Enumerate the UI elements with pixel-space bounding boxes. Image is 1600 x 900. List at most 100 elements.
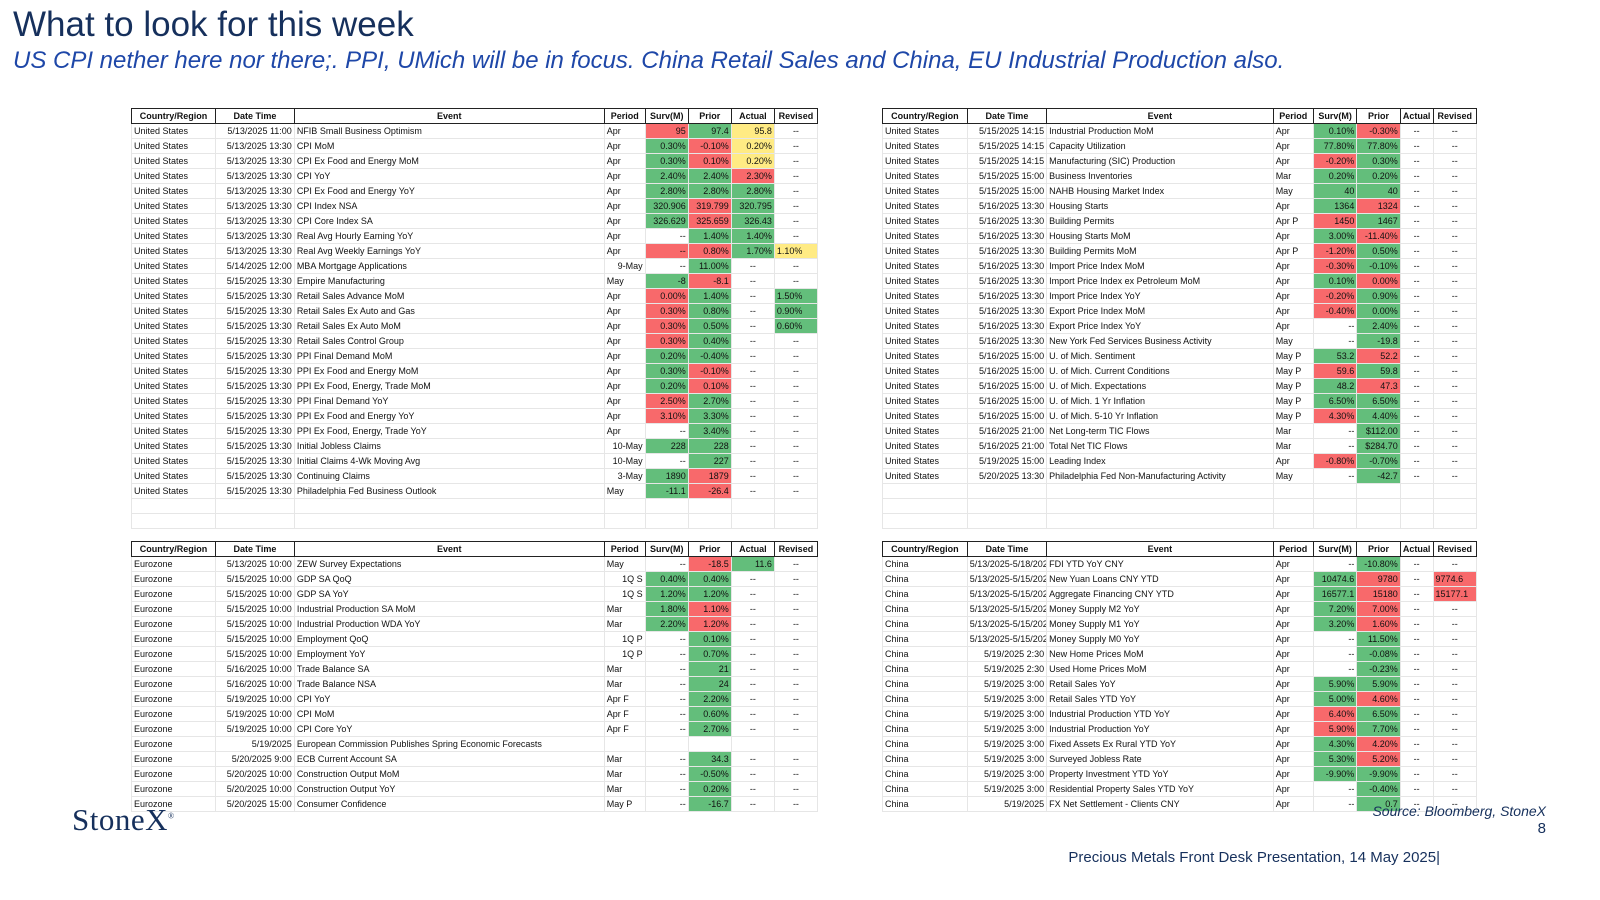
prior-cell: 3.30% bbox=[687, 408, 732, 424]
period-cell bbox=[603, 513, 646, 529]
table-row: United States 5/15/2025 13:30 PPI Final De… bbox=[130, 393, 819, 409]
table-row: China 5/19/2025 3:00 Retail Sales YTD YoY A… bbox=[882, 691, 1478, 707]
datetime-cell: 5/20/2025 9:00 bbox=[215, 751, 295, 767]
survey-cell: -- bbox=[644, 423, 689, 439]
table-row: Eurozone 5/15/2025 10:00 Industrial Produc… bbox=[130, 601, 819, 617]
prior-cell: 5.90% bbox=[1356, 676, 1401, 692]
survey-cell: -- bbox=[644, 258, 689, 274]
revised-cell: -- bbox=[1432, 631, 1478, 647]
period-cell: Apr bbox=[603, 213, 646, 229]
country-cell bbox=[130, 513, 217, 529]
datetime-cell: 5/16/2025 15:00 bbox=[966, 393, 1048, 409]
prior-cell: 2.20% bbox=[687, 691, 732, 707]
country-cell: China bbox=[882, 691, 968, 707]
revised-cell: -- bbox=[1432, 706, 1478, 722]
column-header: Date Time bbox=[215, 108, 295, 124]
event-cell: Import Price Index YoY bbox=[1046, 288, 1274, 304]
prior-cell: 0.00% bbox=[1356, 303, 1401, 319]
china-calendar-table: Country/Region Date Time Event Period Surv(M… bbox=[882, 541, 1478, 812]
event-cell bbox=[293, 498, 605, 514]
datetime-cell: 5/15/2025 13:30 bbox=[215, 363, 295, 379]
country-cell: Eurozone bbox=[130, 706, 217, 722]
actual-cell: -- bbox=[730, 751, 775, 767]
survey-cell: 0.30% bbox=[644, 318, 689, 334]
table-row: China 5/13/2025-5/15/2025 Money Supply M0 … bbox=[882, 631, 1478, 647]
period-cell: Apr bbox=[1272, 586, 1314, 602]
country-cell: China bbox=[882, 661, 968, 677]
revised-cell: -- bbox=[1432, 378, 1478, 394]
survey-cell: 3.00% bbox=[1312, 228, 1358, 244]
table-row: United States 5/13/2025 13:30 Real Avg Hou… bbox=[130, 228, 819, 244]
survey-cell: 1890 bbox=[644, 468, 689, 484]
country-cell: Eurozone bbox=[130, 751, 217, 767]
event-cell: CPI Ex Food and Energy MoM bbox=[293, 153, 605, 169]
event-cell: Building Permits MoM bbox=[1046, 243, 1274, 259]
table-row: Eurozone 5/15/2025 10:00 Industrial Produc… bbox=[130, 616, 819, 632]
period-cell: Apr bbox=[1272, 601, 1314, 617]
country-cell: United States bbox=[882, 153, 968, 169]
actual-cell: -- bbox=[730, 586, 775, 602]
column-header: Country/Region bbox=[130, 108, 217, 124]
actual-cell: -- bbox=[1399, 243, 1434, 259]
prior-cell: -11.40% bbox=[1356, 228, 1401, 244]
revised-cell: -- bbox=[1432, 781, 1478, 797]
table-row: China 5/19/2025 3:00 Retail Sales YoY Apr 5.… bbox=[882, 676, 1478, 692]
prior-cell: -0.50% bbox=[687, 766, 732, 782]
survey-cell: -- bbox=[644, 691, 689, 707]
prior-cell: 227 bbox=[687, 453, 732, 469]
period-cell: Mar bbox=[603, 781, 646, 797]
datetime-cell: 5/15/2025 13:30 bbox=[215, 273, 295, 289]
datetime-cell: 5/13/2025 13:30 bbox=[215, 153, 295, 169]
period-cell: Apr bbox=[1272, 453, 1314, 469]
table-row: United States 5/15/2025 13:30 Retail Sales… bbox=[130, 303, 819, 319]
country-cell: China bbox=[882, 601, 968, 617]
prior-cell: 6.50% bbox=[1356, 393, 1401, 409]
column-header: Country/Region bbox=[882, 541, 968, 557]
event-cell: CPI Ex Food and Energy YoY bbox=[293, 183, 605, 199]
period-cell: Mar bbox=[603, 601, 646, 617]
datetime-cell: 5/13/2025-5/18/2025 bbox=[966, 556, 1048, 572]
actual-cell: -- bbox=[1399, 213, 1434, 229]
table-row: United States 5/13/2025 13:30 CPI Ex Food … bbox=[130, 153, 819, 169]
actual-cell: -- bbox=[730, 601, 775, 617]
period-cell: Apr bbox=[603, 123, 646, 139]
datetime-cell: 5/16/2025 15:00 bbox=[966, 363, 1048, 379]
prior-cell: 11.00% bbox=[687, 258, 732, 274]
period-cell: Mar bbox=[1272, 438, 1314, 454]
survey-cell: -- bbox=[1312, 556, 1358, 572]
actual-cell: -- bbox=[1399, 646, 1434, 662]
survey-cell: 0.00% bbox=[644, 288, 689, 304]
datetime-cell: 5/16/2025 13:30 bbox=[966, 258, 1048, 274]
period-cell: Apr bbox=[1272, 556, 1314, 572]
country-cell: United States bbox=[882, 273, 968, 289]
survey-cell: -8 bbox=[644, 273, 689, 289]
datetime-cell: 5/15/2025 14:15 bbox=[966, 153, 1048, 169]
event-cell: U. of Mich. 1 Yr Inflation bbox=[1046, 393, 1274, 409]
revised-cell: -- bbox=[1432, 348, 1478, 364]
revised-cell: 15177.1 bbox=[1432, 586, 1478, 602]
actual-cell: 326.43 bbox=[730, 213, 775, 229]
prior-cell: 0.10% bbox=[687, 378, 732, 394]
datetime-cell: 5/15/2025 13:30 bbox=[215, 408, 295, 424]
survey-cell: -- bbox=[644, 453, 689, 469]
prior-cell: 34.3 bbox=[687, 751, 732, 767]
table-row: Eurozone 5/20/2025 15:00 Consumer Confiden… bbox=[130, 796, 819, 812]
revised-cell: -- bbox=[1432, 258, 1478, 274]
table-row: China 5/13/2025-5/15/2025 Money Supply M2 … bbox=[882, 601, 1478, 617]
period-cell: Apr bbox=[603, 183, 646, 199]
country-cell: United States bbox=[130, 153, 217, 169]
revised-cell: -- bbox=[773, 453, 819, 469]
table-row: Eurozone 5/16/2025 10:00 Trade Balance NSA… bbox=[130, 676, 819, 692]
datetime-cell: 5/19/2025 15:00 bbox=[966, 453, 1048, 469]
period-cell: May P bbox=[1272, 363, 1314, 379]
period-cell: May P bbox=[603, 796, 646, 812]
prior-cell: -18.5 bbox=[687, 556, 732, 572]
datetime-cell: 5/13/2025 13:30 bbox=[215, 183, 295, 199]
prior-cell: 2.70% bbox=[687, 721, 732, 737]
prior-cell: -8.1 bbox=[687, 273, 732, 289]
actual-cell: -- bbox=[730, 646, 775, 662]
datetime-cell: 5/15/2025 10:00 bbox=[215, 631, 295, 647]
survey-cell: 10474.6 bbox=[1312, 571, 1358, 587]
table-row: United States 5/19/2025 15:00 Leading Inde… bbox=[882, 453, 1478, 469]
survey-cell: 0.10% bbox=[1312, 123, 1358, 139]
